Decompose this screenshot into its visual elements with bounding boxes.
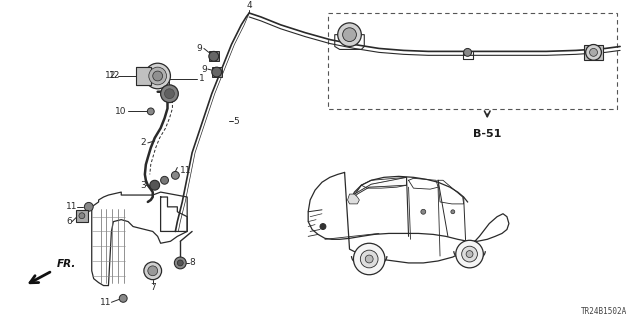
Circle shape xyxy=(119,294,127,302)
Circle shape xyxy=(353,243,385,275)
Polygon shape xyxy=(348,194,359,204)
Circle shape xyxy=(586,44,602,60)
Bar xyxy=(209,52,219,61)
Circle shape xyxy=(421,209,426,214)
Circle shape xyxy=(177,260,183,266)
Text: 10: 10 xyxy=(115,107,126,116)
Circle shape xyxy=(153,71,163,81)
Circle shape xyxy=(174,257,186,269)
Text: 11: 11 xyxy=(65,202,77,211)
Circle shape xyxy=(456,240,483,268)
Circle shape xyxy=(164,89,174,99)
Circle shape xyxy=(360,250,378,268)
Text: 7: 7 xyxy=(150,283,156,292)
Text: 9: 9 xyxy=(201,65,207,74)
Circle shape xyxy=(338,23,362,46)
Circle shape xyxy=(342,28,356,42)
Text: 6: 6 xyxy=(67,217,72,226)
Text: 9: 9 xyxy=(196,44,202,53)
Circle shape xyxy=(149,67,166,85)
Text: FR.: FR. xyxy=(56,259,76,269)
Circle shape xyxy=(145,63,170,89)
Circle shape xyxy=(150,180,159,190)
Text: 11: 11 xyxy=(180,166,192,175)
Circle shape xyxy=(161,85,179,102)
Text: 12: 12 xyxy=(109,71,120,81)
Circle shape xyxy=(209,52,219,61)
Bar xyxy=(584,44,604,60)
Circle shape xyxy=(161,176,168,184)
Circle shape xyxy=(461,246,477,262)
Bar xyxy=(328,13,617,109)
Circle shape xyxy=(365,255,373,263)
Circle shape xyxy=(589,48,598,56)
Circle shape xyxy=(79,213,85,219)
Text: 12: 12 xyxy=(105,71,116,81)
Text: 4: 4 xyxy=(246,1,252,10)
Circle shape xyxy=(466,251,473,258)
Circle shape xyxy=(451,210,455,214)
Text: 3: 3 xyxy=(140,181,146,190)
Text: 2: 2 xyxy=(140,138,146,148)
Text: 5: 5 xyxy=(234,117,239,126)
Circle shape xyxy=(148,266,157,276)
Text: TR24B1502A: TR24B1502A xyxy=(580,307,627,316)
Circle shape xyxy=(144,262,161,280)
FancyBboxPatch shape xyxy=(76,210,88,222)
Circle shape xyxy=(172,172,179,179)
Circle shape xyxy=(84,203,93,211)
Circle shape xyxy=(147,108,154,115)
Text: 11: 11 xyxy=(100,298,111,307)
Circle shape xyxy=(212,67,221,77)
Text: 1: 1 xyxy=(199,75,205,84)
Circle shape xyxy=(463,48,472,56)
Polygon shape xyxy=(349,177,406,202)
Text: 8: 8 xyxy=(189,259,195,268)
Circle shape xyxy=(320,224,326,229)
Bar xyxy=(136,67,151,85)
Bar xyxy=(212,67,221,77)
Text: B-51: B-51 xyxy=(473,129,502,139)
